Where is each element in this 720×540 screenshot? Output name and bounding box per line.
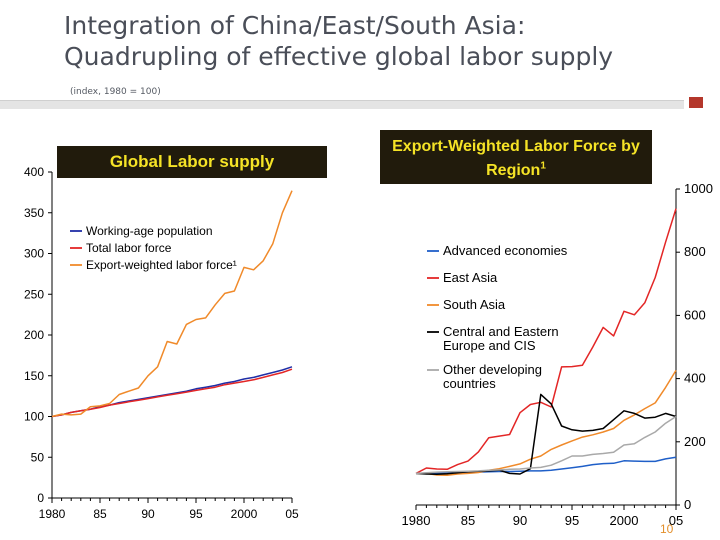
chart-2-y-tick-label: 1000 [684, 181, 713, 196]
chart-1-y-tick-label: 200 [24, 328, 44, 342]
chart-1-y-tick-label: 300 [24, 247, 44, 261]
chart-2-y-tick-label: 400 [684, 371, 706, 386]
page-number: 10 [660, 522, 674, 536]
chart-1-x-tick-label: 95 [189, 507, 203, 521]
chart-1-legend-label-3: Export-weighted labor force¹ [86, 258, 237, 272]
title-block: Integration of China/East/South Asia: Qu… [64, 10, 684, 72]
chart-2-series-line-5 [415, 415, 677, 475]
chart-2-legend-label-3: South Asia [443, 297, 506, 312]
title-rule-accent [689, 97, 703, 108]
chart-1-y-tick-label: 100 [24, 410, 44, 424]
chart-1-y-tick-label: 250 [24, 287, 44, 301]
chart-1-y-tick-label: 0 [37, 491, 44, 505]
chart-1-x-tick-label: 85 [93, 507, 107, 521]
chart-2-legend-label-5: Other developing [443, 362, 542, 377]
chart-1-x-tick-label: 2000 [231, 507, 258, 521]
chart-2-legend-label-5: countries [443, 376, 496, 391]
slide-subtitle: (index, 1980 = 100) [70, 87, 161, 97]
chart-2-y-tick-label: 200 [684, 434, 706, 449]
chart-2-legend-label-4: Europe and CIS [443, 338, 536, 353]
chart-2-x-tick-label: 85 [461, 513, 475, 528]
chart-1-y-tick-label: 50 [31, 450, 45, 464]
chart-2-y-tick-label: 600 [684, 307, 706, 322]
chart-2-series-line-2 [415, 208, 677, 475]
chart-1-y-tick-label: 400 [24, 165, 44, 179]
chart-2-series-line-4 [415, 393, 677, 476]
chart-2-box-title-text: Export-Weighted Labor Force by Region1 [392, 138, 640, 180]
title-rule [0, 97, 704, 109]
chart-1-legend-label-2: Total labor force [86, 241, 172, 255]
chart-1-x-tick-label: 90 [141, 507, 155, 521]
chart-1-series-line-2 [51, 368, 293, 418]
chart-2-x-tick-label: 1980 [402, 513, 431, 528]
chart-1-series-line-3 [51, 190, 293, 418]
chart-2-x-tick-label: 05 [669, 513, 683, 528]
chart-1-legend-label-1: Working-age population [86, 224, 213, 238]
chart-1-x-tick-label: 05 [285, 507, 299, 521]
chart-2-y-tick-label: 800 [684, 244, 706, 259]
chart-2-box-title-footnote-mark: 1 [540, 161, 546, 172]
chart-2-box-title: Export-Weighted Labor Force by Region1 [380, 130, 652, 184]
slide-title-line-1: Integration of China/East/South Asia: [64, 11, 526, 40]
chart-2-x-tick-label: 90 [513, 513, 527, 528]
chart-1-y-tick-label: 150 [24, 369, 44, 383]
chart-2-series-line-3 [416, 370, 677, 477]
chart-1-x-tick-label: 1980 [39, 507, 66, 521]
chart-1-box-title: Global Labor supply [57, 146, 327, 178]
chart-2-legend-label-1: Advanced economies [443, 243, 568, 258]
slide-title-line-2: Quadrupling of effective global labor su… [64, 42, 614, 71]
chart-2-y-tick-label: 0 [684, 497, 691, 512]
chart-2-x-tick-label: 95 [565, 513, 579, 528]
chart-2-legend-label-2: East Asia [443, 270, 498, 285]
chart-2-x-tick-label: 2000 [610, 513, 639, 528]
chart-2-legend-label-4: Central and Eastern [443, 324, 559, 339]
chart-1-y-tick-label: 350 [24, 206, 44, 220]
title-rule-bar [0, 100, 684, 109]
